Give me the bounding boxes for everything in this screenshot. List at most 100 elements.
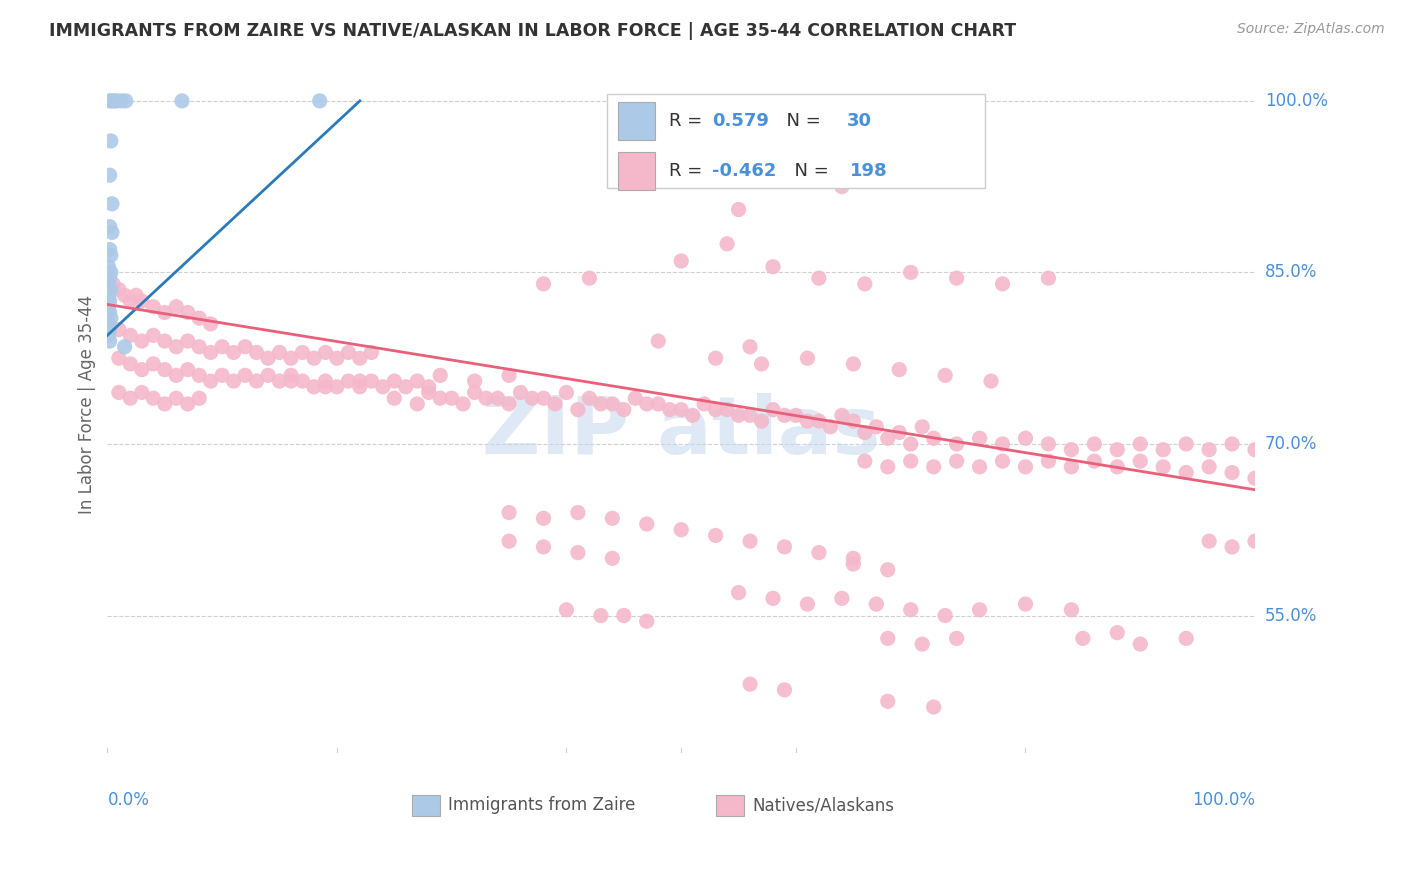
Point xyxy=(567,506,589,520)
Point xyxy=(751,357,773,371)
Text: 70.0%: 70.0% xyxy=(1265,435,1317,453)
Point xyxy=(142,328,165,343)
Point xyxy=(876,632,898,646)
Text: Source: ZipAtlas.com: Source: ZipAtlas.com xyxy=(1237,22,1385,37)
Point xyxy=(98,305,121,319)
Point xyxy=(796,414,818,428)
Point xyxy=(97,328,120,343)
Point xyxy=(1198,442,1220,457)
Point xyxy=(762,402,785,417)
Point xyxy=(727,202,749,217)
Point xyxy=(200,317,222,331)
Point xyxy=(131,362,153,376)
FancyBboxPatch shape xyxy=(606,94,986,187)
Point xyxy=(1038,437,1060,451)
Point xyxy=(865,419,887,434)
Point xyxy=(820,419,842,434)
Point xyxy=(1071,632,1094,646)
Point xyxy=(969,431,991,445)
Point xyxy=(429,368,451,383)
Point xyxy=(177,397,200,411)
Text: 198: 198 xyxy=(849,162,887,180)
Point xyxy=(1244,442,1267,457)
Point xyxy=(245,345,267,359)
Point xyxy=(291,345,314,359)
Point xyxy=(704,351,727,366)
Point xyxy=(876,431,898,445)
Point xyxy=(922,431,945,445)
Point xyxy=(876,459,898,474)
FancyBboxPatch shape xyxy=(412,795,440,815)
Point xyxy=(1060,442,1083,457)
Point xyxy=(97,260,120,274)
Text: 100.0%: 100.0% xyxy=(1265,92,1327,110)
Point xyxy=(98,94,121,108)
Point xyxy=(520,391,543,405)
Point xyxy=(807,271,830,285)
Point xyxy=(762,260,785,274)
Point xyxy=(533,277,555,291)
Text: 85.0%: 85.0% xyxy=(1265,263,1317,282)
Point xyxy=(533,511,555,525)
Point xyxy=(114,288,136,302)
Point xyxy=(131,385,153,400)
Point xyxy=(100,248,122,262)
Point xyxy=(785,409,807,423)
Point xyxy=(1107,442,1129,457)
Point xyxy=(257,368,280,383)
Point xyxy=(314,345,336,359)
Point xyxy=(245,374,267,388)
Point xyxy=(108,351,131,366)
Point xyxy=(716,236,738,251)
Point xyxy=(876,563,898,577)
Point xyxy=(853,425,876,440)
Point xyxy=(222,345,245,359)
Point xyxy=(889,425,911,440)
Point xyxy=(945,271,967,285)
Text: ZIP atlas: ZIP atlas xyxy=(482,392,880,471)
Point xyxy=(1060,459,1083,474)
Point xyxy=(170,94,193,108)
Point xyxy=(727,585,749,599)
Point xyxy=(922,700,945,714)
Point xyxy=(727,409,749,423)
Point xyxy=(153,305,176,319)
Point xyxy=(751,414,773,428)
Point xyxy=(406,374,429,388)
Point xyxy=(177,362,200,376)
Point xyxy=(98,243,121,257)
Point xyxy=(418,380,440,394)
Point xyxy=(602,511,624,525)
Point xyxy=(98,219,121,234)
Point xyxy=(842,357,865,371)
Point xyxy=(647,334,669,348)
Point xyxy=(796,351,818,366)
Point xyxy=(533,391,555,405)
Point xyxy=(1129,637,1152,651)
Point xyxy=(464,374,486,388)
Point xyxy=(1152,442,1174,457)
Point xyxy=(544,397,567,411)
Point xyxy=(101,226,124,240)
Point xyxy=(100,265,122,279)
Point xyxy=(636,614,658,628)
Point xyxy=(349,351,371,366)
Point xyxy=(738,534,761,549)
Point xyxy=(567,402,589,417)
Point xyxy=(669,254,692,268)
Point xyxy=(1014,459,1036,474)
Point xyxy=(945,632,967,646)
Point xyxy=(1129,437,1152,451)
Point xyxy=(647,397,669,411)
Point xyxy=(704,528,727,542)
Point xyxy=(842,551,865,566)
Point xyxy=(589,397,612,411)
Point xyxy=(103,94,125,108)
Point xyxy=(97,317,120,331)
Point xyxy=(418,385,440,400)
Point xyxy=(120,357,142,371)
Point xyxy=(269,374,291,388)
Point xyxy=(498,506,520,520)
Point xyxy=(98,334,121,348)
Point xyxy=(945,454,967,468)
